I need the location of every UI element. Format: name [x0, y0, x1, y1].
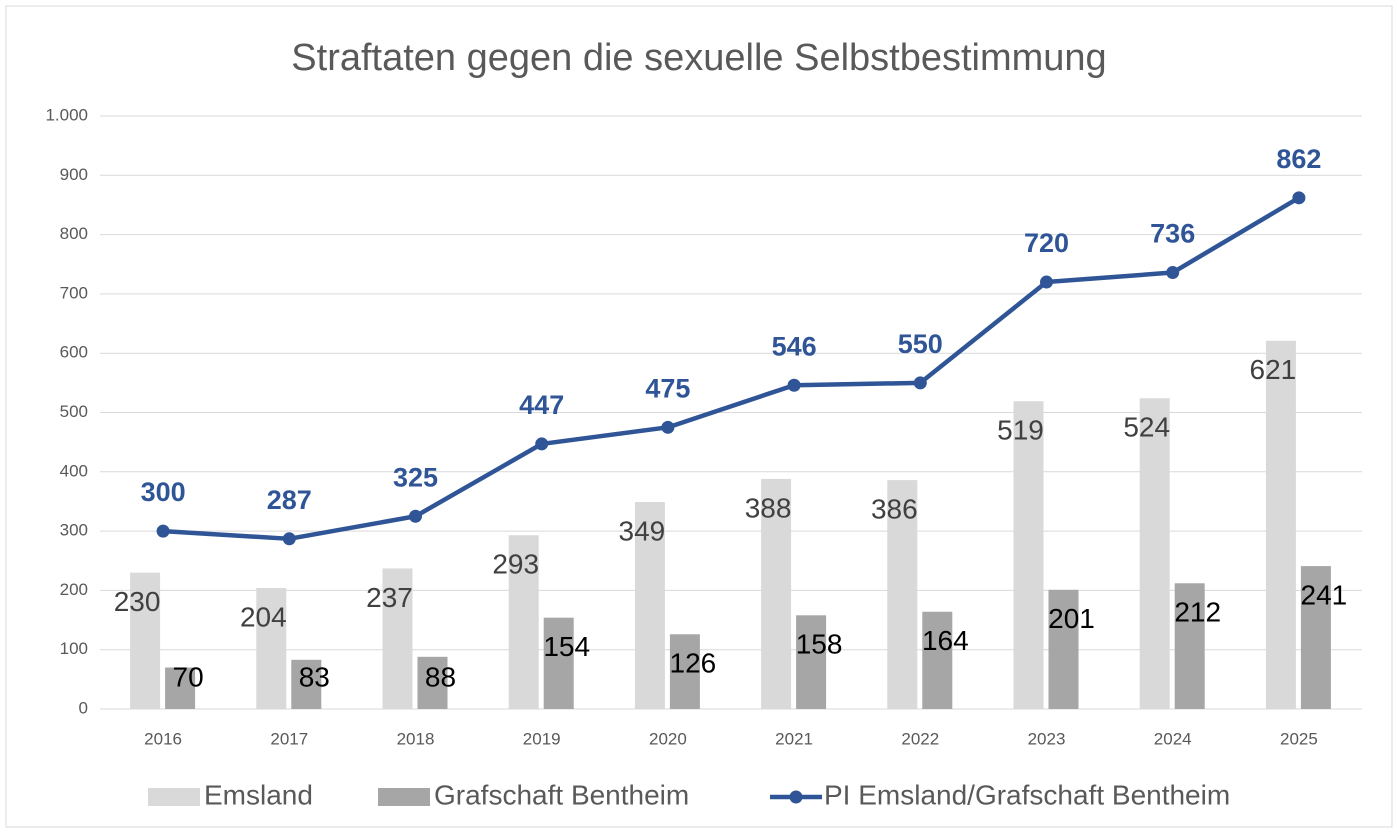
bar — [165, 667, 196, 709]
legend-swatch-marker — [789, 790, 803, 804]
line-point — [787, 378, 801, 392]
data-label: 386 — [871, 493, 918, 524]
y-tick-label: 200 — [60, 580, 88, 599]
y-tick-label: 0 — [79, 698, 88, 717]
y-tick-label: 300 — [60, 521, 88, 540]
y-tick-label: 900 — [60, 165, 88, 184]
x-tick-label: 2017 — [270, 729, 308, 748]
data-label: 550 — [898, 329, 943, 359]
x-tick-label: 2018 — [397, 729, 435, 748]
data-label: 83 — [299, 661, 330, 692]
data-label: 70 — [173, 661, 204, 692]
bar — [1174, 583, 1205, 709]
data-label: 325 — [393, 462, 438, 492]
data-label: 349 — [619, 515, 666, 546]
line-point — [282, 532, 296, 546]
bar — [417, 656, 448, 709]
data-label: 88 — [425, 661, 456, 692]
data-label: 621 — [1250, 354, 1297, 385]
data-label: 164 — [922, 625, 969, 656]
line-point — [535, 437, 549, 451]
bar — [1300, 566, 1331, 709]
bar — [761, 478, 792, 709]
bar — [1013, 401, 1044, 709]
bar — [543, 617, 574, 709]
legend-swatch — [378, 788, 430, 806]
y-tick-label: 600 — [60, 343, 88, 362]
bar — [508, 535, 539, 709]
bar — [887, 480, 918, 709]
line-point — [156, 524, 170, 538]
legend-label: PI Emsland/Grafschaft Bentheim — [824, 779, 1230, 810]
x-tick-label: 2020 — [649, 729, 687, 748]
data-label: 546 — [772, 331, 817, 361]
data-label: 212 — [1174, 597, 1221, 628]
bar — [130, 572, 161, 709]
legend-label: Grafschaft Bentheim — [434, 779, 689, 810]
bar — [382, 568, 413, 709]
data-label: 293 — [492, 549, 539, 580]
bar — [634, 502, 665, 709]
y-tick-label: 100 — [60, 639, 88, 658]
y-tick-label: 700 — [60, 283, 88, 302]
bar — [922, 611, 953, 709]
bar — [256, 588, 287, 709]
data-label: 736 — [1150, 219, 1195, 249]
x-tick-label: 2021 — [775, 729, 813, 748]
data-label: 862 — [1276, 144, 1321, 174]
data-label: 475 — [645, 373, 690, 403]
data-label: 154 — [543, 631, 590, 662]
line-point — [913, 376, 927, 390]
x-tick-label: 2024 — [1154, 729, 1192, 748]
y-tick-label: 1.000 — [45, 105, 88, 124]
line-point — [661, 420, 675, 434]
x-tick-label: 2022 — [901, 729, 939, 748]
bar — [1048, 589, 1079, 709]
line-series — [162, 195, 1301, 542]
line-point — [409, 509, 422, 523]
y-tick-label: 500 — [60, 402, 88, 421]
line-point — [1166, 266, 1180, 280]
x-tick-label: 2019 — [523, 729, 561, 748]
chart-title: Straftaten gegen die sexuelle Selbstbest… — [291, 37, 1106, 79]
data-label: 241 — [1301, 579, 1348, 610]
data-label: 447 — [519, 390, 564, 420]
line-point — [1292, 191, 1306, 205]
y-tick-label: 400 — [60, 461, 88, 480]
data-label: 388 — [745, 492, 792, 523]
data-label: 158 — [796, 629, 843, 660]
bar — [291, 659, 322, 709]
legend-swatch — [148, 788, 200, 806]
bar — [669, 634, 700, 709]
bar — [796, 615, 827, 709]
bar — [1265, 340, 1296, 709]
data-label: 201 — [1048, 603, 1095, 634]
bar — [1139, 398, 1170, 709]
data-label: 524 — [1123, 412, 1170, 443]
line-point — [1040, 275, 1053, 289]
data-label: 720 — [1024, 228, 1069, 258]
data-label: 237 — [366, 582, 413, 613]
x-tick-label: 2023 — [1028, 729, 1066, 748]
legend-label: Emsland — [204, 779, 313, 810]
data-label: 287 — [267, 485, 312, 515]
data-label: 230 — [114, 586, 161, 617]
data-label: 126 — [670, 648, 717, 679]
y-tick-label: 800 — [60, 224, 88, 243]
data-label: 204 — [240, 601, 287, 632]
data-label: 519 — [997, 415, 1044, 446]
x-tick-label: 2016 — [144, 729, 182, 748]
data-label: 300 — [141, 477, 186, 507]
x-tick-label: 2025 — [1280, 729, 1318, 748]
